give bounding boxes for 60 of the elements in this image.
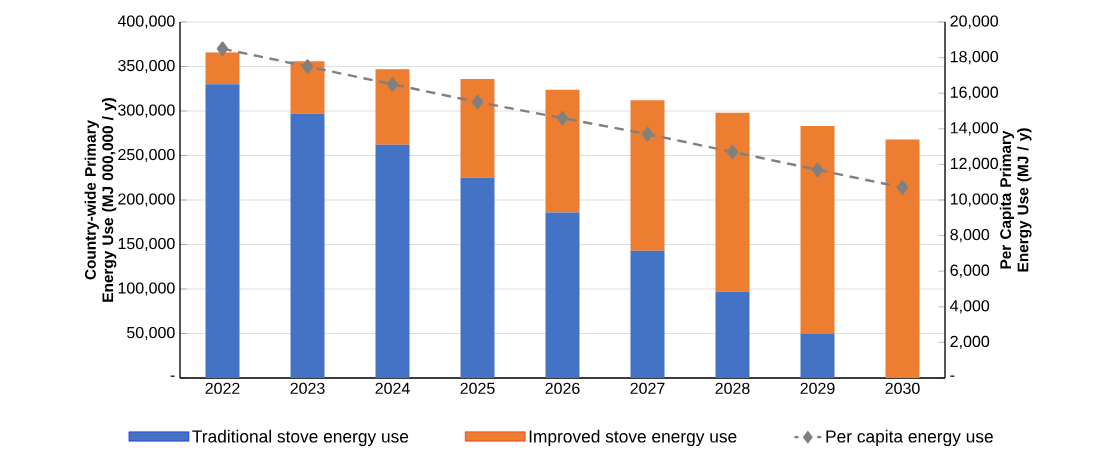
bar bbox=[715, 112, 750, 292]
x-tick-label: 2027 bbox=[630, 382, 665, 395]
y2-tick-label: 18,000 bbox=[950, 50, 999, 65]
point bbox=[301, 59, 314, 74]
x-tick-label: 2024 bbox=[375, 382, 410, 395]
x-tick-label: 2022 bbox=[205, 382, 240, 395]
point bbox=[556, 110, 569, 126]
y2-tick-label: 16,000 bbox=[950, 86, 999, 100]
bar bbox=[375, 69, 410, 145]
x-tick-label: 2026 bbox=[545, 382, 580, 395]
bar bbox=[205, 52, 240, 85]
y-tick-label: 150,000 bbox=[118, 237, 175, 252]
x-tick-label: 2030 bbox=[885, 382, 920, 395]
legend-label: Traditional stove energy use bbox=[192, 429, 409, 447]
bar bbox=[800, 126, 835, 334]
point bbox=[726, 144, 739, 160]
x-tick-label: 2029 bbox=[800, 382, 835, 395]
bar bbox=[460, 78, 495, 178]
bar bbox=[715, 291, 750, 378]
y-tick-label: 50,000 bbox=[127, 326, 175, 341]
point bbox=[471, 94, 484, 110]
y-tick-label: 200,000 bbox=[118, 193, 175, 207]
x-tick-label: 2023 bbox=[290, 382, 325, 395]
legend-label: Improved stove energy use bbox=[529, 429, 737, 447]
bar bbox=[290, 113, 325, 378]
bar bbox=[375, 144, 410, 378]
x-tick-label: 2025 bbox=[460, 382, 495, 395]
point bbox=[896, 180, 909, 195]
y2-axis-title: Per Capita Primary Energy Use (MJ / y) bbox=[999, 128, 1032, 272]
y2-tick-label: 10,000 bbox=[950, 193, 999, 207]
bar bbox=[290, 61, 325, 114]
bar bbox=[630, 250, 665, 378]
y2-tick-label: 6,000 bbox=[950, 264, 990, 278]
y-axis-title: Country-wide Primary Energy Use (MJ 000,000 / y) bbox=[84, 98, 117, 302]
point bbox=[386, 77, 399, 92]
point bbox=[811, 162, 824, 177]
y2-tick-label: 2,000 bbox=[950, 335, 990, 349]
y2-tick-label: - bbox=[950, 375, 955, 377]
point bbox=[216, 41, 229, 56]
y-tick-label: 350,000 bbox=[118, 59, 175, 74]
y2-tick-label: 20,000 bbox=[950, 15, 999, 29]
bar bbox=[800, 333, 835, 378]
y-tick-label: 250,000 bbox=[118, 148, 175, 163]
y2-tick-label: 8,000 bbox=[950, 228, 990, 243]
y-tick-label: - bbox=[170, 375, 175, 377]
y-tick-label: 100,000 bbox=[118, 282, 175, 296]
bar bbox=[630, 100, 665, 251]
bar bbox=[885, 139, 920, 378]
bar bbox=[205, 84, 240, 378]
y-tick-label: 300,000 bbox=[118, 104, 175, 118]
bar bbox=[460, 177, 495, 378]
y-tick-label: 400,000 bbox=[117, 15, 175, 29]
y2-tick-label: 4,000 bbox=[950, 300, 990, 314]
bar bbox=[545, 212, 580, 378]
legend-label: Per capita energy use bbox=[826, 429, 993, 447]
y2-tick-label: 14,000 bbox=[950, 122, 999, 136]
point bbox=[641, 126, 654, 142]
x-tick-label: 2028 bbox=[715, 382, 750, 395]
y2-tick-label: 12,000 bbox=[950, 157, 999, 171]
bar bbox=[545, 89, 580, 213]
